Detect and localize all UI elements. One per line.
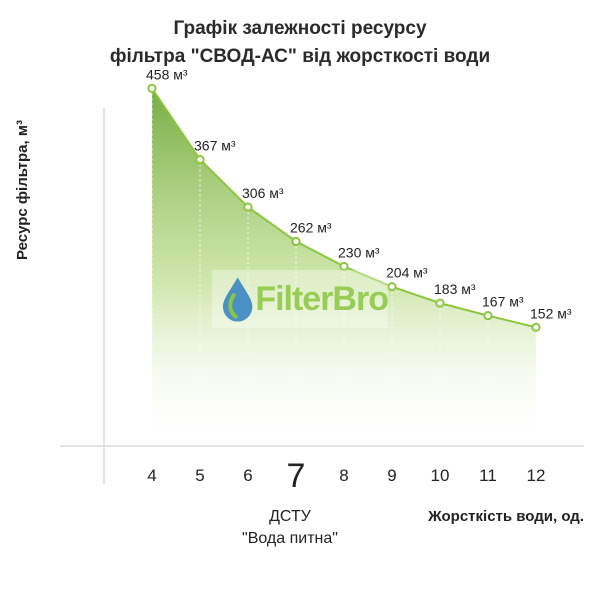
value-labels: 458 м³ 367 м³ 306 м³ 262 м³ 230 м³ 204 м³ 183 …: [146, 66, 572, 321]
value-label: 367 м³: [194, 137, 236, 153]
watermark-text: FilterBro: [255, 279, 389, 318]
x-tick-label: 6: [243, 466, 252, 485]
value-label: 262 м³: [290, 219, 332, 235]
value-label: 152 м³: [530, 305, 572, 321]
water-drop-icon: [222, 277, 253, 322]
x-tick-label: 4: [147, 466, 156, 485]
annotation-dstu-subtitle: "Вода питна": [242, 530, 338, 547]
x-tick-labels: 4 5 6 7 8 9 10 11 12: [147, 457, 545, 495]
drop-lines: [151, 88, 537, 446]
x-tick-label: 9: [387, 466, 396, 485]
data-point: [243, 202, 253, 212]
chart-title-line-2: фільтра "СВОД-АС" від жорсткості води: [109, 46, 491, 67]
x-axis-label: Жорсткість води, од.: [428, 508, 584, 525]
watermark: FilterBro: [212, 270, 389, 328]
x-tick-label: 5: [195, 466, 204, 485]
x-tick-label: 10: [431, 466, 450, 485]
x-tick-label: 8: [339, 466, 348, 485]
x-tick-label: 7: [287, 457, 306, 495]
value-label: 458 м³: [146, 66, 188, 82]
value-label: 167 м³: [482, 294, 524, 310]
data-point: [291, 236, 301, 247]
value-label: 306 м³: [242, 185, 284, 201]
data-point: [387, 282, 397, 292]
value-label: 183 м³: [434, 281, 476, 297]
data-point: [483, 311, 493, 321]
chart-title-line-1: Графік залежності ресурсу: [173, 18, 427, 39]
value-label: 204 м³: [386, 265, 428, 281]
x-tick-label: 11: [479, 466, 497, 485]
x-tick-label: 12: [527, 466, 546, 485]
data-point: [147, 83, 157, 94]
data-point: [195, 154, 205, 165]
data-points: [147, 83, 541, 332]
annotation-dstu: ДСТУ: [269, 508, 311, 525]
data-point: [531, 322, 541, 332]
data-point: [435, 298, 445, 308]
value-label: 230 м³: [338, 244, 380, 260]
data-point: [339, 261, 349, 272]
